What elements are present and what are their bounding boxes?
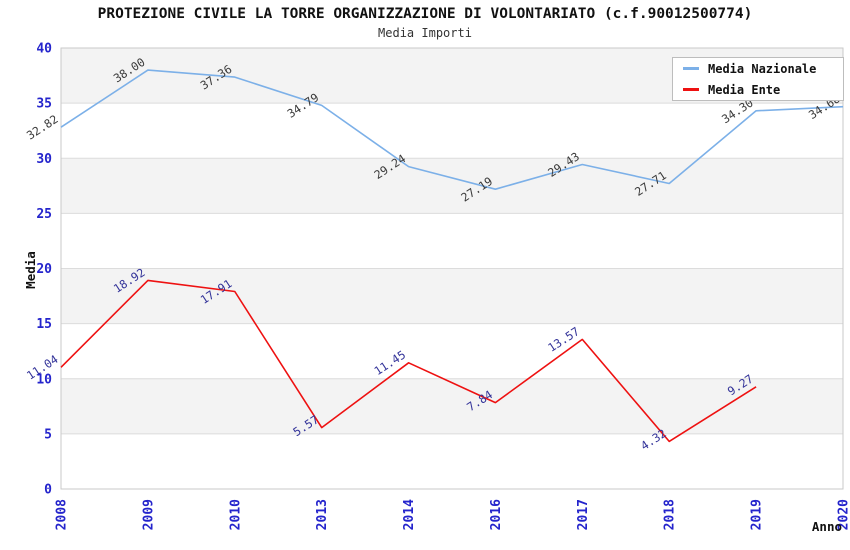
plot-border — [60, 47, 844, 490]
legend-box: Media Nazionale Media Ente — [672, 57, 844, 101]
y-tick-label: 30 — [36, 152, 52, 167]
y-tick-label: 0 — [44, 483, 52, 498]
legend-line-swatch — [683, 67, 699, 70]
x-tick-label: 2016 — [489, 499, 504, 530]
data-label: 13.57 — [545, 324, 582, 355]
y-tick-label: 5 — [44, 427, 52, 442]
x-tick-label: 2009 — [141, 499, 156, 530]
alt-band — [61, 268, 843, 324]
alt-band — [61, 158, 843, 214]
y-tick-label: 15 — [36, 317, 52, 332]
data-label: 32.82 — [24, 112, 61, 143]
legend-item-media-ente: Media Ente — [683, 83, 833, 97]
x-tick-label: 2008 — [55, 499, 70, 530]
x-tick-label: 2019 — [750, 499, 765, 530]
legend-label: Media Ente — [708, 82, 781, 97]
chart-subtitle: Media Importi — [378, 26, 472, 40]
y-tick-label: 40 — [36, 42, 52, 57]
x-tick-label: 2017 — [576, 499, 591, 530]
data-label: 11.45 — [372, 348, 409, 379]
x-tick-label: 2014 — [402, 499, 417, 530]
x-tick-label: 2013 — [315, 499, 330, 530]
y-tick-label: 10 — [36, 372, 52, 387]
y-tick-label: 20 — [36, 262, 52, 277]
y-tick-label: 25 — [36, 207, 52, 222]
alt-band — [61, 378, 843, 434]
legend-line-swatch — [683, 88, 699, 91]
y-tick-label: 35 — [36, 97, 52, 112]
legend-item-media-nazionale: Media Nazionale — [683, 62, 833, 76]
x-tick-label: 2010 — [228, 499, 243, 530]
x-axis-title: Anno — [811, 519, 842, 534]
chart-title: PROTEZIONE CIVILE LA TORRE ORGANIZZAZION… — [97, 6, 753, 22]
x-tick-label: 2018 — [663, 499, 678, 530]
legend-label: Media Nazionale — [708, 61, 817, 76]
series-line-media-nazionale — [60, 69, 844, 190]
x-tick-label: 2020 — [837, 499, 850, 530]
series-line-media-ente — [60, 279, 757, 443]
y-axis-title: Media — [22, 251, 38, 289]
